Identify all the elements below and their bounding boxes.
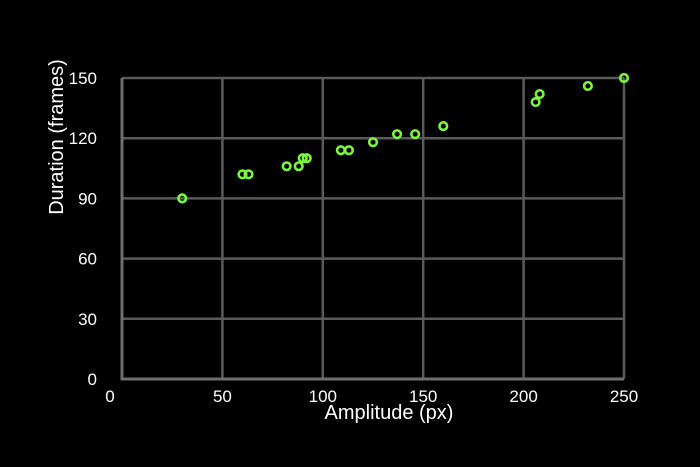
x-tick-label: 100 [309, 387, 337, 406]
data-point [297, 153, 308, 164]
x-tick-label: 250 [610, 387, 638, 406]
data-point [343, 145, 355, 156]
y-tick-label: 30 [78, 310, 97, 329]
data-point [618, 72, 630, 84]
data-point [243, 169, 254, 180]
data-point [301, 153, 312, 164]
y-tick-label: 120 [69, 129, 97, 148]
x-tick-label: 200 [509, 387, 537, 406]
x-tick-label: 0 [105, 387, 114, 406]
data-point [177, 193, 188, 204]
data-points [177, 72, 630, 204]
tick-labels: 0 50 100 150 200 250 0 30 60 90 120 150 [69, 69, 639, 406]
y-axis-title: Duration (frames) [46, 59, 68, 215]
data-point [237, 169, 248, 180]
y-tick-label: 90 [78, 189, 97, 208]
data-point [438, 121, 449, 132]
y-tick-label: 0 [88, 370, 97, 389]
data-point [410, 129, 421, 140]
data-point [534, 88, 545, 100]
data-point [582, 80, 593, 92]
axes [120, 78, 624, 381]
data-point [530, 96, 541, 108]
data-point [293, 161, 304, 172]
x-tick-label: 150 [409, 387, 437, 406]
x-axis-title: Amplitude (px) [325, 402, 454, 424]
x-tick-label: 50 [213, 387, 232, 406]
data-point [281, 161, 292, 172]
y-tick-label: 150 [69, 69, 97, 88]
data-point [367, 137, 379, 148]
data-point [391, 129, 403, 140]
y-tick-label: 60 [78, 250, 97, 269]
